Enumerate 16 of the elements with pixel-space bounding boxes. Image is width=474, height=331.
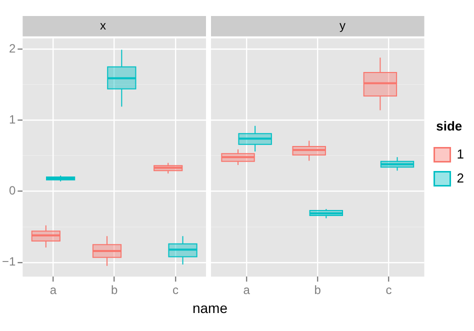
legend-label: 1 <box>456 146 464 162</box>
x-tick-label: b <box>110 283 118 298</box>
legend-title: side <box>436 118 462 134</box>
x-axis-title: name <box>192 300 228 316</box>
chart-title: x <box>100 18 106 33</box>
legend-label: 2 <box>456 170 464 186</box>
y-tick-label: 1 <box>8 112 16 126</box>
x-tick-label: a <box>243 283 250 298</box>
y-tick-label: 0 <box>8 184 16 198</box>
x-tick-label: a <box>50 283 57 298</box>
chart-title: y <box>340 18 346 33</box>
x-tick-label: b <box>314 283 322 298</box>
y-tick-label: −1 <box>2 254 16 269</box>
y-tick-label: 2 <box>8 41 16 56</box>
x-tick-label: c <box>172 283 178 298</box>
x-tick-label: c <box>386 283 392 298</box>
